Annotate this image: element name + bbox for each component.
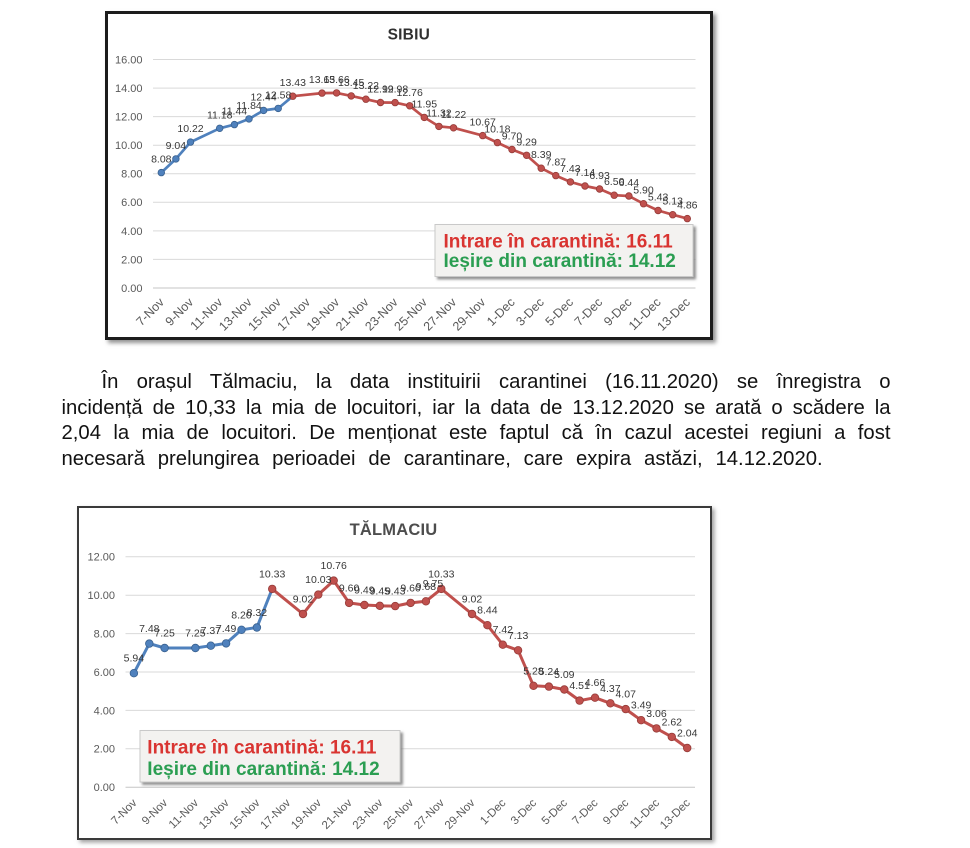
svg-text:4.66: 4.66 <box>585 677 606 689</box>
svg-text:8.00: 8.00 <box>94 629 115 641</box>
svg-text:7.43: 7.43 <box>560 163 581 175</box>
svg-text:3-Dec: 3-Dec <box>513 295 546 328</box>
svg-text:10.00: 10.00 <box>87 590 115 602</box>
svg-text:2.62: 2.62 <box>662 716 683 728</box>
svg-text:10.67: 10.67 <box>470 117 496 129</box>
svg-text:12.44: 12.44 <box>250 91 276 103</box>
svg-text:8.32: 8.32 <box>247 607 268 619</box>
svg-text:11.32: 11.32 <box>426 107 452 119</box>
svg-text:11.22: 11.22 <box>441 109 467 121</box>
svg-text:12.99: 12.99 <box>367 84 393 96</box>
svg-text:9.70: 9.70 <box>502 131 523 143</box>
svg-text:11.44: 11.44 <box>222 106 248 118</box>
svg-text:11.84: 11.84 <box>236 100 262 112</box>
svg-text:7.13: 7.13 <box>508 630 529 642</box>
svg-text:10.03: 10.03 <box>305 574 331 586</box>
svg-text:7.48: 7.48 <box>139 623 160 635</box>
svg-text:1-Dec: 1-Dec <box>484 295 517 328</box>
svg-text:4.00: 4.00 <box>94 705 115 717</box>
svg-text:0.00: 0.00 <box>121 283 142 295</box>
svg-text:2.04: 2.04 <box>677 728 698 740</box>
svg-text:TĂLMACIU: TĂLMACIU <box>350 520 438 539</box>
svg-text:7.14: 7.14 <box>575 167 596 179</box>
svg-text:4.86: 4.86 <box>677 200 698 212</box>
svg-text:6.93: 6.93 <box>589 170 610 182</box>
svg-text:14.00: 14.00 <box>115 83 143 95</box>
svg-text:9.60: 9.60 <box>339 582 360 594</box>
svg-text:10.76: 10.76 <box>321 560 347 572</box>
svg-text:7.49: 7.49 <box>216 623 237 635</box>
svg-text:10.22: 10.22 <box>177 123 203 135</box>
svg-text:Ieșire din carantină: 14.12: Ieșire din carantină: 14.12 <box>147 759 379 780</box>
svg-text:6.00: 6.00 <box>94 667 115 679</box>
svg-text:8.44: 8.44 <box>477 605 498 617</box>
svg-text:4.37: 4.37 <box>600 683 621 695</box>
svg-text:10.00: 10.00 <box>115 140 143 152</box>
svg-text:3.49: 3.49 <box>631 700 652 712</box>
svg-text:8.20: 8.20 <box>231 609 252 621</box>
svg-text:7.87: 7.87 <box>546 157 567 169</box>
svg-text:10.33: 10.33 <box>428 568 454 580</box>
svg-text:6.00: 6.00 <box>121 197 142 209</box>
svg-text:7.37: 7.37 <box>201 625 222 637</box>
svg-text:9.29: 9.29 <box>516 136 537 148</box>
svg-text:9.02: 9.02 <box>462 594 483 606</box>
svg-text:12.00: 12.00 <box>115 112 143 124</box>
svg-text:9.02: 9.02 <box>293 594 314 606</box>
svg-text:9.43: 9.43 <box>385 586 406 598</box>
svg-text:13.43: 13.43 <box>280 77 306 89</box>
svg-text:4.51: 4.51 <box>569 680 590 692</box>
svg-text:0.00: 0.00 <box>94 782 115 794</box>
svg-text:9.75: 9.75 <box>423 578 444 590</box>
svg-text:5.43: 5.43 <box>648 192 669 204</box>
svg-text:13-Dec: 13-Dec <box>655 295 693 333</box>
svg-text:7.25: 7.25 <box>154 628 175 640</box>
svg-text:13.22: 13.22 <box>353 80 379 92</box>
svg-text:6.50: 6.50 <box>604 176 625 188</box>
svg-text:12.00: 12.00 <box>87 552 115 564</box>
svg-text:11.18: 11.18 <box>207 109 233 121</box>
svg-text:2.00: 2.00 <box>94 744 115 756</box>
svg-text:2.00: 2.00 <box>121 254 142 266</box>
svg-text:8.39: 8.39 <box>531 149 552 161</box>
svg-text:16.00: 16.00 <box>115 54 143 66</box>
svg-text:8.08: 8.08 <box>151 154 172 166</box>
svg-text:8.00: 8.00 <box>121 169 142 181</box>
svg-text:7-Dec: 7-Dec <box>572 295 605 328</box>
svg-text:12.98: 12.98 <box>382 84 408 96</box>
svg-text:Intrare în carantină: 16.11: Intrare în carantină: 16.11 <box>147 737 377 758</box>
svg-text:4.00: 4.00 <box>121 226 142 238</box>
svg-text:5.13: 5.13 <box>662 196 683 208</box>
svg-text:12.76: 12.76 <box>397 87 423 99</box>
svg-text:5.90: 5.90 <box>633 185 654 197</box>
svg-text:4.07: 4.07 <box>615 689 636 701</box>
svg-text:12.58: 12.58 <box>265 89 291 101</box>
svg-text:9.68: 9.68 <box>416 581 437 593</box>
svg-text:5.24: 5.24 <box>539 666 560 678</box>
svg-text:11.95: 11.95 <box>412 98 438 110</box>
svg-text:Ieșire din carantină: 14.12: Ieșire din carantină: 14.12 <box>444 251 676 272</box>
svg-text:3.06: 3.06 <box>646 708 667 720</box>
svg-text:5-Dec: 5-Dec <box>543 295 576 328</box>
svg-text:9.45: 9.45 <box>370 585 391 597</box>
svg-text:Intrare în carantină: 16.11: Intrare în carantină: 16.11 <box>444 232 674 253</box>
svg-text:7-Nov: 7-Nov <box>133 295 167 329</box>
svg-text:13.45: 13.45 <box>338 77 364 89</box>
svg-text:6.44: 6.44 <box>619 177 640 189</box>
svg-text:13.65: 13.65 <box>309 74 335 86</box>
svg-text:10.18: 10.18 <box>484 124 510 136</box>
svg-text:5.09: 5.09 <box>554 669 575 681</box>
svg-text:10.33: 10.33 <box>259 568 285 580</box>
svg-text:9.60: 9.60 <box>400 582 421 594</box>
svg-text:9.49: 9.49 <box>354 585 375 597</box>
svg-text:29-Nov: 29-Nov <box>450 295 489 334</box>
svg-text:7.25: 7.25 <box>185 628 206 640</box>
svg-text:5.94: 5.94 <box>124 653 145 665</box>
svg-text:SIBIU: SIBIU <box>388 27 430 44</box>
svg-text:7.42: 7.42 <box>493 624 514 636</box>
svg-text:13.66: 13.66 <box>323 74 349 86</box>
svg-text:5.28: 5.28 <box>523 665 544 677</box>
svg-text:9.04: 9.04 <box>166 140 187 152</box>
